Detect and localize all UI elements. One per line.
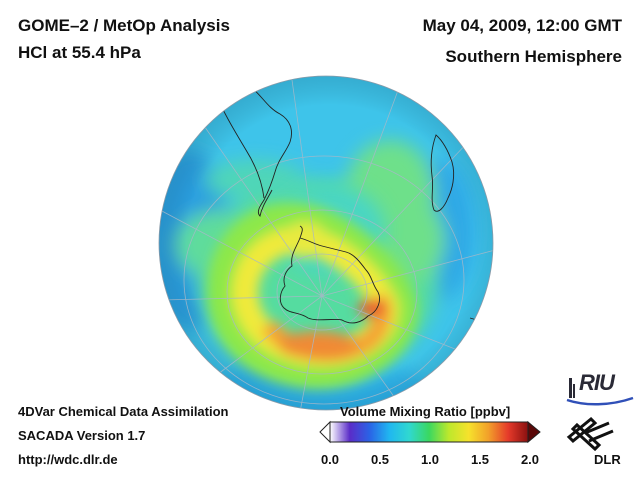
region-label: Southern Hemisphere bbox=[445, 47, 622, 66]
colorbar-tick: 1.0 bbox=[420, 452, 440, 467]
colorbar-tick: 0.0 bbox=[320, 452, 340, 467]
graticule-lines bbox=[159, 79, 493, 410]
colorbar-tick: 2.0 bbox=[520, 452, 540, 467]
colorbar-tick: 0.5 bbox=[370, 452, 390, 467]
dlr-logo-icon bbox=[566, 416, 614, 452]
datetime-label: May 04, 2009, 12:00 GMT bbox=[422, 16, 622, 35]
product-title: GOME–2 / MetOp Analysis bbox=[18, 16, 230, 35]
method-label: 4DVar Chemical Data Assimilation bbox=[18, 404, 229, 419]
dlr-logo-text: DLR bbox=[594, 452, 621, 467]
url-link[interactable]: http://wdc.dlr.de bbox=[18, 452, 118, 467]
hcl-field bbox=[159, 76, 493, 410]
quantity-label: HCl at 55.4 hPa bbox=[18, 43, 141, 62]
riu-logo-icon bbox=[566, 378, 634, 406]
colorbar-title: Volume Mixing Ratio [ppbv] bbox=[340, 404, 511, 419]
colorbar-tick: 1.5 bbox=[470, 452, 490, 467]
colorbar bbox=[319, 420, 541, 444]
version-label: SACADA Version 1.7 bbox=[18, 428, 146, 443]
riu-logo-text: RIU bbox=[579, 370, 615, 395]
